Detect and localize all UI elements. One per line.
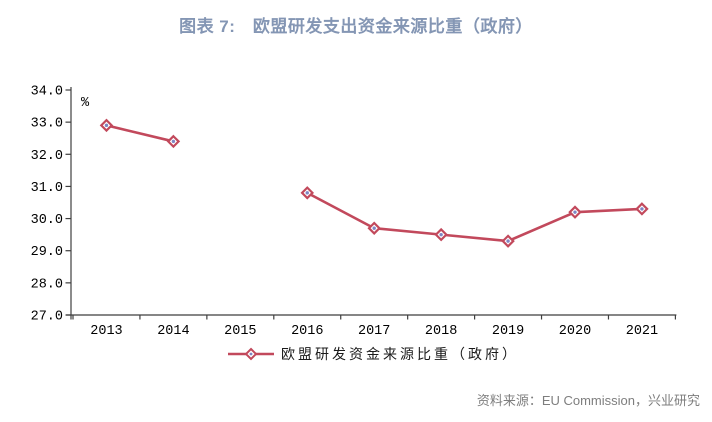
x-axis-tick-label: 2020 xyxy=(559,324,591,339)
chart-legend: 欧盟研发资金来源比重（政府） xyxy=(71,345,676,363)
series-line xyxy=(105,124,175,143)
y-axis-tick-label: 32.0 xyxy=(31,149,63,164)
data-point-center xyxy=(171,139,176,144)
x-axis-tick-label: 2018 xyxy=(425,324,457,339)
x-axis-tick-label: 2017 xyxy=(358,324,390,339)
y-axis-tick-label: 33.0 xyxy=(31,117,63,132)
x-axis-tick-label: 2021 xyxy=(626,324,658,339)
y-axis-tick-label: 30.0 xyxy=(31,213,63,228)
data-point-center xyxy=(372,226,376,230)
legend-series-label: 欧盟研发资金来源比重（政府） xyxy=(281,347,519,363)
y-axis-tick-label: 29.0 xyxy=(31,245,63,260)
y-axis-tick-label: 28.0 xyxy=(31,277,63,292)
y-axis-tick-label: 34.0 xyxy=(31,85,63,100)
x-axis-tick-label: 2015 xyxy=(224,324,256,339)
data-point-center xyxy=(573,210,577,214)
series-line xyxy=(305,191,644,243)
y-axis-tick-label: 31.0 xyxy=(31,181,63,196)
source-note: 资料来源：EU Commission，兴业研究 xyxy=(476,393,700,408)
data-point-center xyxy=(104,123,109,128)
data-point-center xyxy=(506,239,510,243)
x-axis-tick-label: 2016 xyxy=(291,324,323,339)
data-point-center xyxy=(640,207,644,211)
legend-line-diamond-icon xyxy=(228,347,274,361)
x-axis-tick-label: 2013 xyxy=(90,324,122,339)
data-point-center xyxy=(439,232,443,237)
x-axis-tick-label: 2014 xyxy=(157,324,189,339)
chart-title: 图表 7: 欧盟研发支出资金来源比重（政府） xyxy=(179,17,533,36)
y-axis-tick-label: 27.0 xyxy=(31,310,63,325)
x-axis-tick-label: 2019 xyxy=(492,324,524,339)
data-point-center xyxy=(305,191,309,195)
axes xyxy=(65,87,677,320)
y-axis-unit-label: % xyxy=(81,96,90,111)
